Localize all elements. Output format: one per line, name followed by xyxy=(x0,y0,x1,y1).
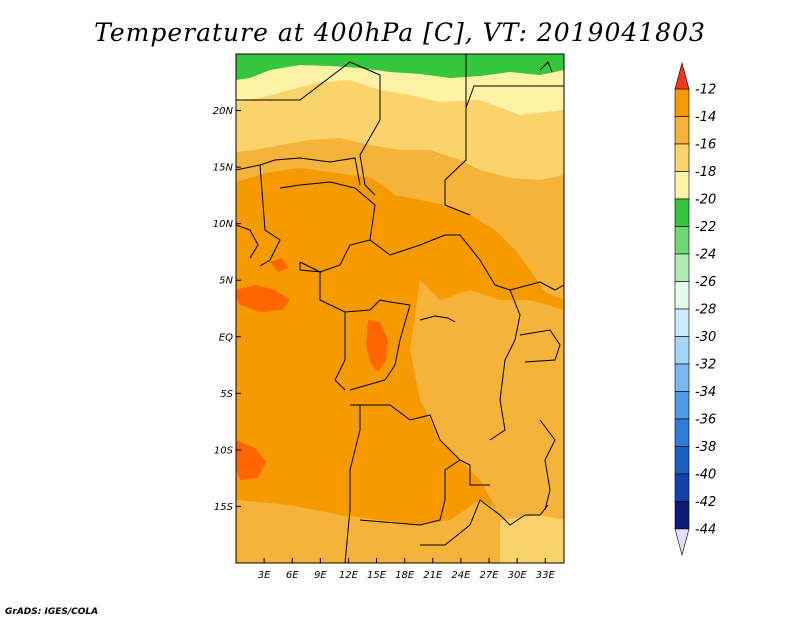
lon-tick-label: 6E xyxy=(286,570,299,581)
colorbar-level-label: -30 xyxy=(695,330,716,345)
colorbar-level-label: -14 xyxy=(695,110,716,125)
lon-tick-label: 3E xyxy=(258,570,271,581)
lon-tick-label: 12E xyxy=(339,570,359,581)
colorbar-level-label: -12 xyxy=(695,83,716,98)
lat-tick-label: 15N xyxy=(213,163,234,174)
field-warm-spot-congo xyxy=(366,320,388,372)
colorbar-swatch xyxy=(674,418,690,447)
field-band-minus19-south xyxy=(500,515,564,563)
colorbar-swatch xyxy=(674,143,690,172)
lat-tick-label: 20N xyxy=(213,106,234,117)
colorbar-level-label: -28 xyxy=(695,303,716,318)
field-warm-spot-nigeria xyxy=(270,258,288,272)
colorbar-swatch xyxy=(674,253,690,282)
lat-tick-label: 5S xyxy=(220,389,233,400)
colorbar-swatch xyxy=(674,116,690,145)
latitude-axis: 20N 15N 10N 5N EQ 5S 10S 15S xyxy=(213,106,241,513)
lon-tick-label: 15E xyxy=(367,570,387,581)
colorbar-level-label: -42 xyxy=(695,495,716,510)
grads-credit: GrADS: IGES/COLA xyxy=(5,607,98,617)
colorbar-swatch xyxy=(674,281,690,310)
field-band-minus17-south xyxy=(236,500,564,563)
colorbar-level-label: -22 xyxy=(695,220,716,235)
map-plot: 20N 15N 10N 5N EQ 5S 10S 15S 3E 6E 9E 12E 15E 18E 21E… xyxy=(213,53,565,581)
chart-title: Temperature at 400hPa [C], VT: 201904180… xyxy=(94,18,706,47)
country-borders xyxy=(235,54,565,564)
lon-tick-label: 30E xyxy=(508,570,528,581)
colorbar-swatch xyxy=(674,88,690,117)
colorbar-swatch xyxy=(674,198,690,227)
colorbar-swatch xyxy=(674,501,690,530)
field-warm-spot-angola-coast xyxy=(236,440,266,480)
colorbar-level-label: -34 xyxy=(695,385,716,400)
colorbar: -12 -14 -16 -18 -20 -22 -24 -26 -28 -30 -32 -34 -36 -… xyxy=(674,61,716,557)
colorbar-over-arrow xyxy=(674,61,690,90)
colorbar-level-label: -32 xyxy=(695,358,716,373)
colorbar-level-label: -36 xyxy=(695,413,716,428)
lat-tick-label: EQ xyxy=(219,332,233,343)
lon-tick-label: 27E xyxy=(480,570,500,581)
lon-tick-label: 24E xyxy=(451,570,471,581)
longitude-axis: 3E 6E 9E 12E 15E 18E 21E 24E 27E 30E 33E xyxy=(258,558,556,581)
colorbar-level-label: -26 xyxy=(695,275,716,290)
colorbar-level-label: -44 xyxy=(695,523,716,538)
colorbar-swatch xyxy=(674,336,690,365)
colorbar-level-label: -18 xyxy=(695,165,716,180)
lon-tick-label: 33E xyxy=(536,570,556,581)
colorbar-swatch xyxy=(674,473,690,502)
colorbar-level-label: -24 xyxy=(695,248,716,263)
lat-tick-label: 10S xyxy=(214,445,234,456)
colorbar-swatch xyxy=(674,171,690,200)
colorbar-swatch xyxy=(674,391,690,420)
colorbar-level-label: -38 xyxy=(695,440,716,455)
lat-tick-label: 15S xyxy=(214,502,234,513)
colorbar-swatch xyxy=(674,363,690,392)
colorbar-swatch xyxy=(674,226,690,255)
colorbar-swatch xyxy=(674,446,690,475)
field-warm-spot-gulf xyxy=(236,285,290,312)
lat-tick-label: 5N xyxy=(219,276,233,287)
lon-tick-label: 18E xyxy=(395,570,415,581)
colorbar-level-label: -16 xyxy=(695,138,716,153)
field-band-minus23 xyxy=(236,54,564,80)
colorbar-under-arrow xyxy=(674,528,690,557)
map-frame xyxy=(235,53,565,564)
colorbar-level-label: -20 xyxy=(695,193,716,208)
lat-tick-label: 10N xyxy=(213,219,234,230)
colorbar-swatch xyxy=(674,308,690,337)
field-band-minus17-east xyxy=(410,280,564,530)
lon-tick-label: 9E xyxy=(314,570,327,581)
lon-tick-label: 21E xyxy=(423,570,443,581)
temperature-field xyxy=(236,54,564,563)
colorbar-level-label: -40 xyxy=(695,468,716,483)
